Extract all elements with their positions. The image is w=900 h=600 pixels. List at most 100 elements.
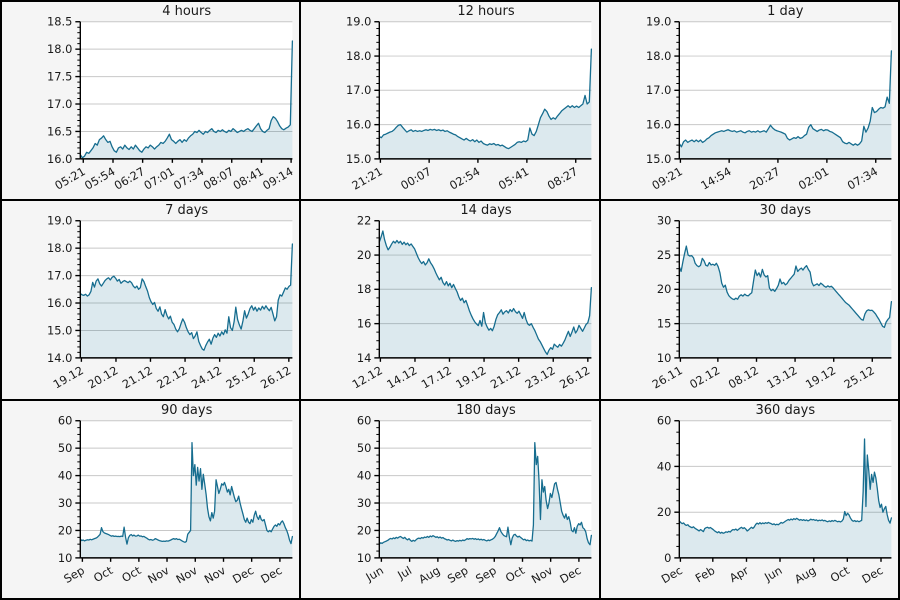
chart-title-90-days: 90 days — [160, 402, 213, 418]
series-line — [79, 441, 294, 545]
svg-text:Nov: Nov — [202, 563, 228, 586]
svg-text:Jun: Jun — [761, 563, 784, 584]
y-tick-labels: 10 20 30 40 50 60 — [357, 413, 372, 564]
svg-text:24.12: 24.12 — [189, 363, 224, 391]
svg-text:16.0: 16.0 — [47, 152, 72, 166]
chart-plot-4-hours: 16.016.517.017.518.018.505:2105:5406:270… — [47, 15, 296, 193]
series-line — [79, 243, 294, 352]
svg-text:Dec: Dec — [258, 563, 284, 586]
svg-text:18: 18 — [357, 283, 372, 297]
y-tick-labels: 0 20 40 60 — [657, 413, 672, 564]
svg-text:40: 40 — [657, 459, 672, 473]
svg-text:20:27: 20:27 — [747, 164, 782, 192]
svg-text:09:14: 09:14 — [260, 164, 295, 192]
x-tick-labels: Jun Jul Aug Sep Sep Oct Nov Dec — [363, 563, 584, 586]
svg-text:40: 40 — [58, 468, 73, 482]
svg-text:Jun: Jun — [363, 563, 386, 584]
svg-text:10: 10 — [657, 351, 672, 365]
svg-text:Feb: Feb — [692, 563, 716, 585]
svg-text:21:21: 21:21 — [350, 164, 385, 192]
svg-text:25.12: 25.12 — [841, 363, 876, 391]
series-fill — [379, 49, 592, 159]
svg-text:08:07: 08:07 — [201, 164, 236, 192]
svg-text:19.12: 19.12 — [803, 363, 838, 391]
svg-text:Jul: Jul — [395, 563, 415, 582]
chart-cell-14-days: 14 days 14 16 18 20 22 12.12 14.12 17.12 19.12 21… — [301, 201, 599, 399]
svg-text:Oct: Oct — [827, 563, 852, 585]
svg-text:15: 15 — [657, 317, 672, 331]
svg-text:26.12: 26.12 — [258, 363, 293, 391]
svg-text:08:27: 08:27 — [545, 164, 580, 192]
series-line — [378, 48, 593, 150]
plot-area — [80, 420, 293, 558]
axes-and-ticks — [75, 419, 293, 562]
svg-text:20: 20 — [357, 523, 372, 537]
series-line — [678, 245, 892, 329]
svg-text:18.0: 18.0 — [646, 49, 671, 63]
chart-cell-180-days: 180 days 10 20 30 40 50 60 Jun Jul Aug Sep Sep Oct N… — [301, 400, 599, 598]
svg-text:18.0: 18.0 — [47, 42, 72, 56]
svg-text:17.5: 17.5 — [47, 70, 72, 84]
svg-text:Aug: Aug — [792, 563, 818, 586]
chart-title-360-days: 360 days — [755, 402, 816, 418]
svg-text:15.0: 15.0 — [646, 152, 671, 166]
svg-text:Dec: Dec — [658, 563, 684, 586]
svg-text:14.0: 14.0 — [47, 351, 72, 365]
series-fill — [678, 246, 892, 359]
svg-text:10: 10 — [58, 551, 73, 565]
x-tick-labels: 12.12 14.12 17.12 19.12 21.12 23.12 26.12 — [350, 363, 593, 391]
svg-text:16.5: 16.5 — [47, 124, 72, 138]
svg-text:21.12: 21.12 — [488, 363, 523, 391]
svg-text:Sep: Sep — [445, 563, 471, 586]
svg-text:16.0: 16.0 — [47, 296, 72, 310]
chart-title-14-days: 14 days — [460, 203, 512, 219]
svg-text:13.12: 13.12 — [764, 363, 799, 391]
plot-area — [80, 221, 293, 359]
svg-text:60: 60 — [357, 413, 372, 427]
chart-title-1-day: 1 day — [767, 4, 804, 19]
svg-text:18.0: 18.0 — [346, 49, 371, 63]
svg-text:12.12: 12.12 — [350, 363, 385, 391]
series-fill — [80, 40, 293, 159]
chart-cell-90-days: 90 days 10 20 30 40 50 60 Sep Oct Oct Nov Nov Nov De… — [2, 400, 300, 598]
grid-lines — [80, 220, 293, 359]
svg-text:14.12: 14.12 — [385, 363, 420, 391]
chart-title-12-hours: 12 hours — [457, 4, 515, 19]
chart-title-4-hours: 4 hours — [162, 4, 212, 19]
svg-text:50: 50 — [58, 441, 73, 455]
svg-text:Oct: Oct — [91, 563, 116, 585]
svg-text:40: 40 — [357, 468, 372, 482]
svg-text:Nov: Nov — [529, 563, 555, 586]
chart-plot-14-days: 14 16 18 20 22 12.12 14.12 17.12 19.12 21.12 23.12… — [350, 214, 593, 392]
svg-text:25.12: 25.12 — [223, 363, 258, 391]
svg-text:02.12: 02.12 — [687, 363, 722, 391]
svg-text:22: 22 — [357, 214, 372, 228]
svg-text:50: 50 — [357, 441, 372, 455]
svg-text:Dec: Dec — [558, 563, 584, 586]
svg-text:19.0: 19.0 — [646, 15, 671, 29]
y-tick-labels: 15.0 16.0 17.0 18.0 19.0 — [646, 15, 671, 166]
svg-text:30: 30 — [357, 496, 372, 510]
chart-cell-360-days: 360 days 0 20 40 60 Dec Feb Apr Jun Aug Oct Dec — [600, 400, 898, 598]
axes-and-ticks — [674, 419, 892, 562]
chart-title-180-days: 180 days — [456, 402, 516, 418]
x-tick-labels: 21:21 00:07 02:54 05:41 08:27 — [350, 164, 581, 192]
svg-text:02:54: 02:54 — [447, 164, 482, 192]
svg-text:05:21: 05:21 — [52, 164, 87, 192]
x-tick-labels: 26.11 02.12 08.12 13.12 19.12 25.12 — [649, 363, 876, 391]
grid-lines — [379, 419, 592, 559]
svg-text:Nov: Nov — [173, 563, 199, 586]
y-tick-labels: 14.0 15.0 16.0 17.0 18.0 19.0 — [47, 214, 72, 365]
series-line — [678, 50, 892, 148]
svg-text:19.12: 19.12 — [454, 363, 489, 391]
chart-cell-7-days: 7 days 14.0 15.0 16.0 17.0 18.0 19.0 19.12 20.1… — [2, 201, 300, 399]
svg-text:25: 25 — [657, 248, 672, 262]
svg-text:19.0: 19.0 — [346, 15, 371, 29]
svg-text:18.0: 18.0 — [47, 241, 72, 255]
chart-title-7-days: 7 days — [165, 203, 209, 219]
svg-text:Apr: Apr — [727, 563, 751, 585]
svg-text:14: 14 — [357, 351, 372, 365]
plot-area — [80, 21, 293, 159]
svg-text:20: 20 — [657, 505, 672, 519]
